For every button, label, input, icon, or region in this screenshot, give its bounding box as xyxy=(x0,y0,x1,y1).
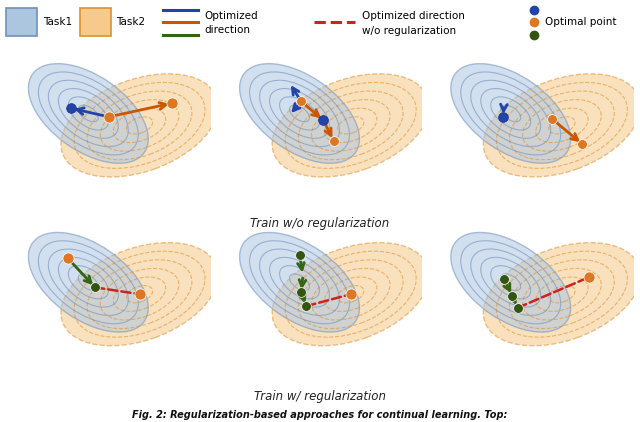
Ellipse shape xyxy=(61,243,218,346)
Ellipse shape xyxy=(239,233,360,332)
Text: Task1: Task1 xyxy=(44,17,73,27)
Text: Fig. 2: Regularization-based approaches for continual learning. Top:: Fig. 2: Regularization-based approaches … xyxy=(132,410,508,420)
Ellipse shape xyxy=(451,64,571,163)
Text: Task2: Task2 xyxy=(116,17,146,27)
FancyBboxPatch shape xyxy=(80,8,111,36)
Ellipse shape xyxy=(483,74,640,177)
Text: Optimal point: Optimal point xyxy=(545,17,617,27)
Ellipse shape xyxy=(28,233,148,332)
Ellipse shape xyxy=(272,243,429,346)
Ellipse shape xyxy=(28,64,148,163)
Ellipse shape xyxy=(61,74,218,177)
Ellipse shape xyxy=(483,243,640,346)
Text: w/o regularization: w/o regularization xyxy=(362,26,456,36)
FancyBboxPatch shape xyxy=(6,8,37,36)
Text: Optimized direction: Optimized direction xyxy=(362,11,465,21)
Ellipse shape xyxy=(451,233,571,332)
Ellipse shape xyxy=(239,64,360,163)
Text: Train w/ regularization: Train w/ regularization xyxy=(254,390,386,403)
Ellipse shape xyxy=(272,74,429,177)
Text: Train w/o regularization: Train w/o regularization xyxy=(250,217,390,230)
Text: direction: direction xyxy=(205,25,251,35)
Text: Optimized: Optimized xyxy=(205,11,259,21)
